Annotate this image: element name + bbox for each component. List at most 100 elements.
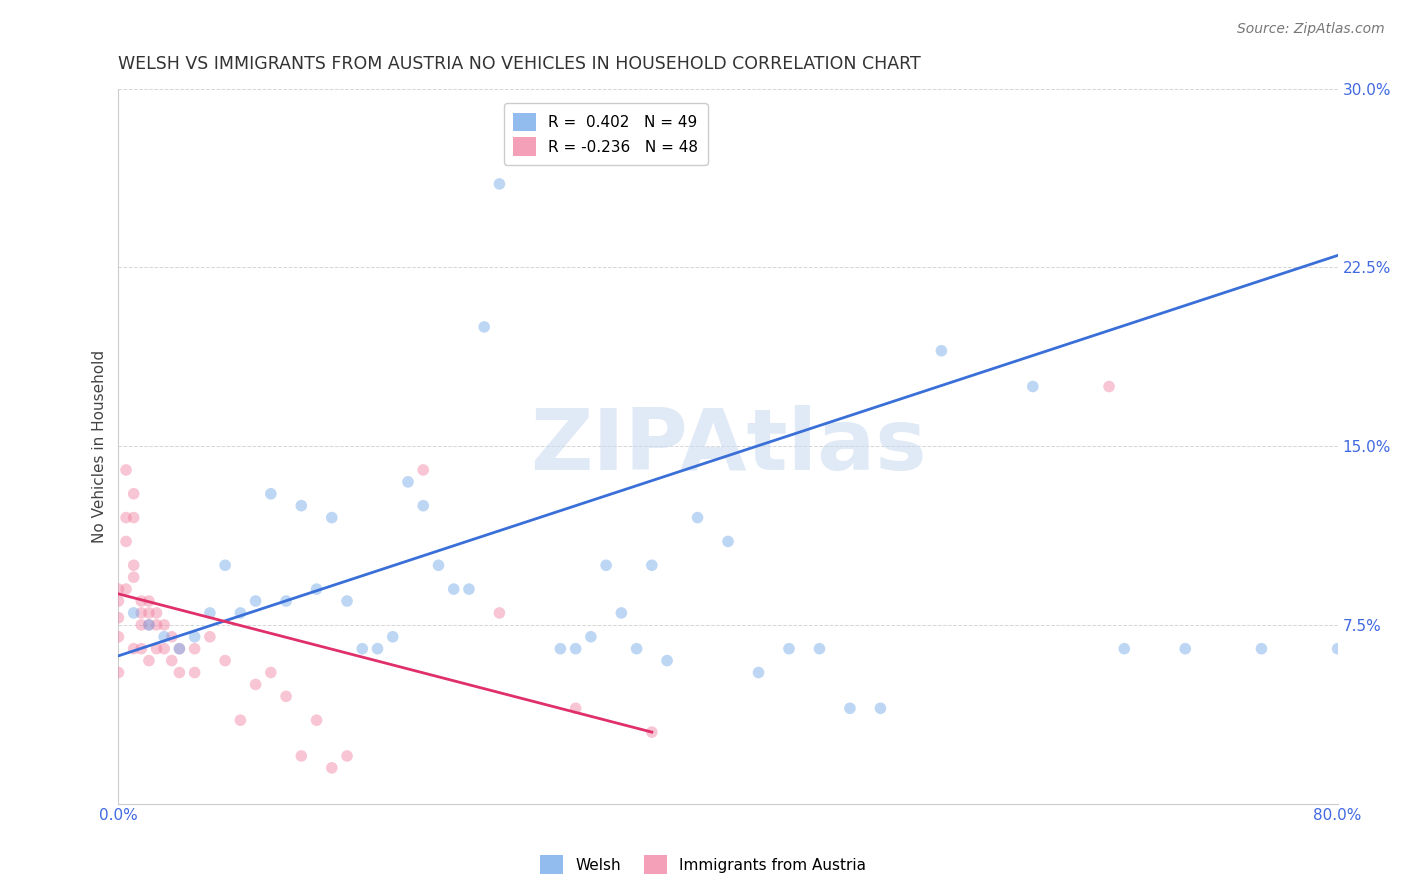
Point: [717, 534, 740, 549]
Point: [183, 665, 205, 680]
Text: WELSH VS IMMIGRANTS FROM AUSTRIA NO VEHICLES IN HOUSEHOLD CORRELATION CHART: WELSH VS IMMIGRANTS FROM AUSTRIA NO VEHI…: [118, 55, 921, 73]
Point: [129, 641, 152, 656]
Point: [145, 606, 167, 620]
Point: [458, 582, 481, 596]
Point: [443, 582, 465, 596]
Point: [129, 606, 152, 620]
Point: [336, 594, 359, 608]
Point: [488, 606, 510, 620]
Legend: Welsh, Immigrants from Austria: Welsh, Immigrants from Austria: [534, 849, 872, 880]
Point: [274, 690, 297, 704]
Point: [626, 641, 648, 656]
Point: [396, 475, 419, 489]
Point: [778, 641, 800, 656]
Point: [579, 630, 602, 644]
Point: [198, 606, 221, 620]
Y-axis label: No Vehicles in Household: No Vehicles in Household: [93, 350, 107, 542]
Point: [610, 606, 633, 620]
Point: [245, 677, 267, 691]
Point: [503, 153, 526, 167]
Point: [115, 463, 138, 477]
Point: [160, 630, 183, 644]
Point: [655, 654, 678, 668]
Point: [274, 594, 297, 608]
Point: [122, 641, 145, 656]
Point: [931, 343, 953, 358]
Point: [122, 570, 145, 584]
Point: [290, 499, 312, 513]
Point: [107, 594, 129, 608]
Point: [290, 748, 312, 763]
Point: [1022, 379, 1045, 393]
Point: [145, 641, 167, 656]
Point: [412, 499, 434, 513]
Point: [138, 606, 160, 620]
Point: [686, 510, 709, 524]
Point: [260, 665, 283, 680]
Point: [183, 641, 205, 656]
Point: [153, 618, 176, 632]
Point: [138, 618, 160, 632]
Point: [115, 582, 138, 596]
Point: [381, 630, 404, 644]
Point: [1174, 641, 1197, 656]
Point: [488, 177, 510, 191]
Point: [472, 320, 495, 334]
Point: [534, 105, 557, 120]
Point: [138, 594, 160, 608]
Point: [245, 594, 267, 608]
Point: [1250, 641, 1272, 656]
Point: [1326, 641, 1348, 656]
Point: [412, 463, 434, 477]
Point: [1098, 379, 1121, 393]
Point: [229, 713, 252, 727]
Point: [138, 654, 160, 668]
Point: [107, 582, 129, 596]
Point: [367, 641, 389, 656]
Point: [107, 665, 129, 680]
Point: [169, 665, 191, 680]
Point: [305, 582, 328, 596]
Point: [122, 558, 145, 573]
Point: [564, 701, 586, 715]
Point: [427, 558, 450, 573]
Point: [808, 641, 831, 656]
Legend: R =  0.402   N = 49, R = -0.236   N = 48: R = 0.402 N = 49, R = -0.236 N = 48: [503, 103, 707, 165]
Point: [122, 510, 145, 524]
Point: [519, 129, 541, 144]
Point: [169, 641, 191, 656]
Point: [122, 606, 145, 620]
Point: [641, 725, 664, 739]
Text: ZIPAtlas: ZIPAtlas: [530, 405, 927, 488]
Point: [747, 665, 769, 680]
Point: [115, 510, 138, 524]
Point: [107, 630, 129, 644]
Point: [214, 654, 236, 668]
Point: [145, 618, 167, 632]
Point: [869, 701, 891, 715]
Point: [305, 713, 328, 727]
Point: [153, 641, 176, 656]
Point: [595, 558, 617, 573]
Point: [169, 641, 191, 656]
Point: [214, 558, 236, 573]
Point: [129, 618, 152, 632]
Point: [160, 654, 183, 668]
Point: [641, 558, 664, 573]
Point: [129, 594, 152, 608]
Point: [229, 606, 252, 620]
Point: [1114, 641, 1136, 656]
Point: [183, 630, 205, 644]
Point: [138, 618, 160, 632]
Point: [839, 701, 862, 715]
Point: [115, 534, 138, 549]
Point: [550, 641, 572, 656]
Point: [352, 641, 374, 656]
Point: [153, 630, 176, 644]
Point: [321, 510, 343, 524]
Point: [336, 748, 359, 763]
Point: [321, 761, 343, 775]
Point: [198, 630, 221, 644]
Point: [107, 610, 129, 624]
Point: [260, 487, 283, 501]
